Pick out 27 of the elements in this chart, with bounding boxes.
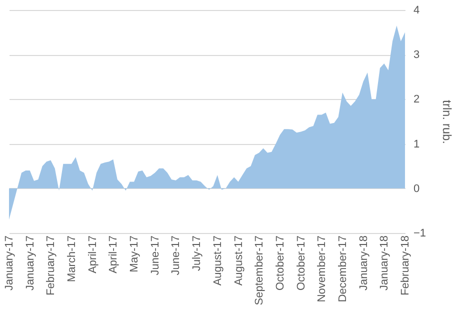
x-tick-label: October-17 [274, 236, 286, 291]
y-axis-title: trln. rub. [440, 100, 453, 144]
x-tick-label: March-17 [66, 236, 78, 282]
x-tick-label: November-17 [316, 236, 328, 302]
x-tick-label: February-18 [400, 236, 412, 296]
x-tick-label: July-17 [191, 236, 204, 271]
x-tick-label: January-18 [358, 236, 370, 291]
x-tick-label: August-17 [232, 236, 245, 286]
y-tick-label: 1 [414, 138, 420, 150]
x-tick-label: June-17 [170, 236, 182, 276]
y-tick-label: 0 [414, 182, 420, 195]
y-tick-label: −1 [414, 228, 426, 240]
y-tick-label: 2 [414, 94, 420, 106]
x-tick-label: April-17 [86, 236, 99, 274]
x-tick-label: October-17 [295, 236, 308, 291]
x-tick-label: January-17 [24, 236, 36, 291]
y-tick-label: 3 [414, 49, 420, 62]
y-tick-label: 4 [414, 4, 420, 16]
x-tick-label: December-17 [336, 236, 349, 302]
x-tick-label: January-17 [4, 236, 16, 291]
x-tick-label: September-17 [254, 236, 266, 306]
x-tick-label: August-17 [212, 236, 224, 286]
x-tick-label: April-17 [108, 236, 120, 274]
x-tick-label: June-17 [149, 236, 162, 276]
x-tick-label: May-17 [128, 236, 141, 272]
x-tick-label: February-17 [45, 236, 58, 296]
x-tick-label: January-18 [378, 236, 391, 291]
